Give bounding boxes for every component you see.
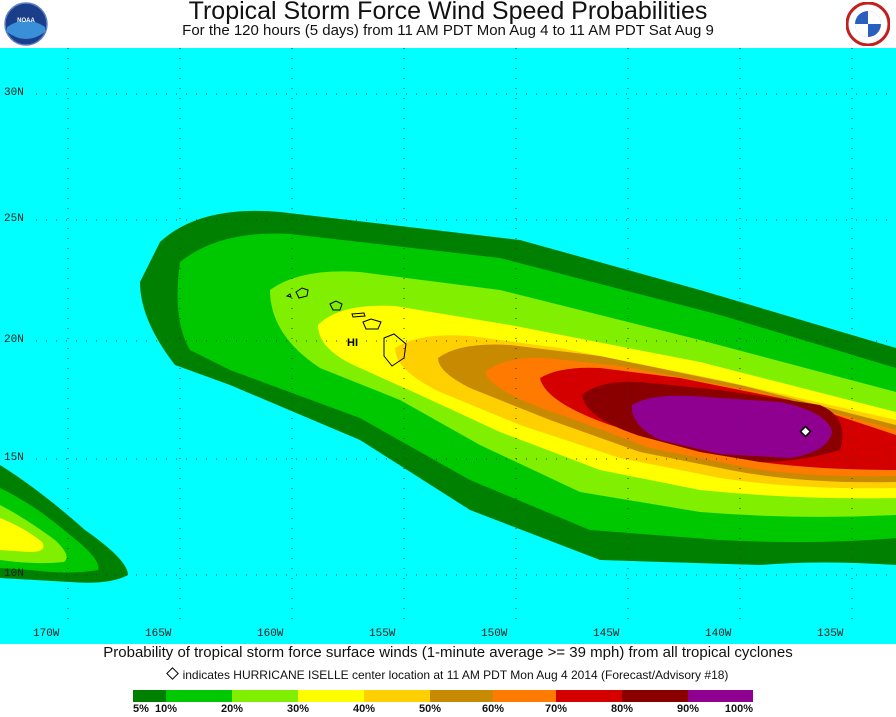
legend-swatch xyxy=(166,690,232,702)
lat-label-15n: 15N xyxy=(4,452,24,464)
lon-label-145w: 145W xyxy=(593,628,620,640)
legend-label: 80% xyxy=(610,703,634,715)
hawaiian-islands xyxy=(285,287,407,367)
legend-label: 60% xyxy=(481,703,505,715)
storm-note: indicates HURRICANE ISELLE center locati… xyxy=(0,667,896,682)
legend-label: 10% xyxy=(154,703,178,715)
lon-label-155w: 155W xyxy=(369,628,396,640)
legend-label: 40% xyxy=(352,703,376,715)
storm-center-marker-icon xyxy=(799,425,812,438)
legend-labels: 5% 10% 20% 30% 40% 50% 60% 70% 80% 90% 100% xyxy=(0,703,896,717)
island-niihau xyxy=(285,293,292,298)
lon-label-150w: 150W xyxy=(481,628,508,640)
lat-label-30n: 30N xyxy=(4,87,24,99)
legend-color-bar xyxy=(133,690,753,702)
secondary-contour-30pct xyxy=(0,518,44,552)
lon-label-135w: 135W xyxy=(817,628,844,640)
island-kauai xyxy=(295,287,309,299)
legend-swatch xyxy=(493,690,556,702)
contour-90pct xyxy=(631,395,832,458)
legend-swatch xyxy=(364,690,430,702)
legend-swatch xyxy=(133,690,166,702)
legend-label: 30% xyxy=(286,703,310,715)
lon-label-160w: 160W xyxy=(257,628,284,640)
legend-swatch xyxy=(688,690,753,702)
island-molokai xyxy=(351,312,366,318)
legend-label: 70% xyxy=(544,703,568,715)
legend-label: 90% xyxy=(676,703,700,715)
lat-label-25n: 25N xyxy=(4,213,24,225)
noaa-logo-icon: NOAA xyxy=(4,2,48,46)
lon-label-170w: 170W xyxy=(33,628,60,640)
lon-label-165w: 165W xyxy=(145,628,172,640)
lat-label-10n: 10N xyxy=(4,568,24,580)
legend-label: 50% xyxy=(418,703,442,715)
legend-swatch xyxy=(298,690,364,702)
legend-swatch xyxy=(556,690,622,702)
nws-logo-icon xyxy=(846,2,890,46)
island-big-island xyxy=(383,333,407,367)
page-title: Tropical Storm Force Wind Speed Probabil… xyxy=(188,0,708,25)
probability-map: HI xyxy=(0,48,896,644)
storm-note-text: indicates HURRICANE ISELLE center locati… xyxy=(182,668,729,682)
legend-swatch xyxy=(430,690,493,702)
diamond-icon xyxy=(165,667,179,680)
probability-map-graphic: HI xyxy=(0,48,896,644)
island-maui xyxy=(362,318,382,330)
legend-label: 100% xyxy=(724,703,754,715)
svg-text:NOAA: NOAA xyxy=(17,18,35,24)
legend-swatch xyxy=(622,690,688,702)
island-oahu xyxy=(329,300,343,311)
lat-lon-grid xyxy=(36,48,896,624)
lat-label-20n: 20N xyxy=(4,334,24,346)
legend-swatch xyxy=(232,690,298,702)
legend-label: 20% xyxy=(220,703,244,715)
header: NOAA Tropical Storm Force Wind Speed Pro… xyxy=(0,0,896,48)
map-caption: Probability of tropical storm force surf… xyxy=(103,644,793,661)
lon-label-140w: 140W xyxy=(705,628,732,640)
page-subtitle: For the 120 hours (5 days) from 11 AM PD… xyxy=(182,22,714,39)
region-label-hi: HI xyxy=(347,337,358,349)
legend-label: 5% xyxy=(133,703,149,715)
probability-contours xyxy=(0,210,896,583)
